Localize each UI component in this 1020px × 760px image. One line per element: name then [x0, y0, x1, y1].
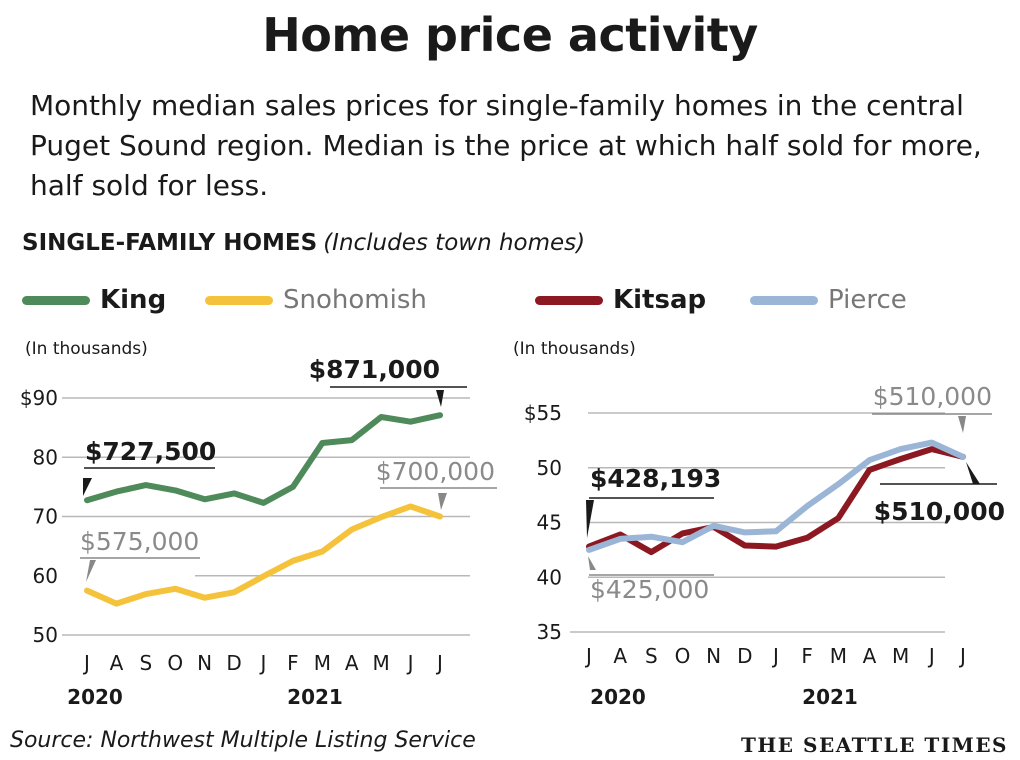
y-tick-label: 40 — [537, 565, 562, 589]
x-tick-label: A — [613, 644, 627, 668]
legend-item-snohomish: Snohomish — [205, 283, 427, 317]
annotation-pointer — [86, 560, 96, 582]
legend-swatch-snohomish — [205, 295, 273, 305]
legend-item-king: King — [22, 283, 166, 317]
x-tick-label: A — [345, 651, 359, 675]
annotation-label: $575,000 — [80, 527, 199, 556]
x-tick-label: J — [927, 644, 935, 668]
annotation-label: $700,000 — [376, 457, 495, 486]
series-line-pierce — [586, 439, 966, 553]
legend-label-pierce: Pierce — [828, 285, 907, 315]
annotation-pointer — [958, 416, 966, 433]
x-tick-label: J — [82, 651, 90, 675]
legend-swatch-kitsap — [535, 295, 603, 305]
year-label: 2021 — [287, 685, 343, 709]
annotation-label: $727,500 — [85, 437, 216, 466]
x-tick-label: S — [645, 644, 658, 668]
x-tick-label: J — [584, 644, 592, 668]
y-tick-label: $90 — [20, 386, 58, 410]
x-tick-label: O — [167, 651, 183, 675]
section-heading-text: SINGLE-FAMILY HOMES — [22, 230, 318, 256]
legend-item-kitsap: Kitsap — [535, 283, 706, 317]
y-tick-label: 50 — [33, 623, 58, 647]
section-heading: SINGLE-FAMILY HOMES (Includes town homes) — [22, 230, 585, 256]
chart-subtitle: Monthly median sales prices for single-f… — [30, 89, 982, 202]
series-line-snohomish — [84, 503, 443, 607]
x-tick-label: N — [706, 644, 721, 668]
chart-title: Home price activity — [262, 8, 758, 62]
x-tick-label: M — [314, 651, 331, 675]
x-tick-label: D — [226, 651, 241, 675]
y-tick-label: 80 — [33, 445, 58, 469]
x-tick-label: O — [675, 644, 691, 668]
y-tick-label: 35 — [537, 620, 562, 644]
series-line-kitsap — [586, 446, 966, 556]
y-tick-label: 45 — [537, 511, 562, 535]
x-tick-label: A — [863, 644, 877, 668]
year-label: 2021 — [802, 685, 858, 709]
x-tick-label: M — [373, 651, 390, 675]
annotation-pointer — [588, 556, 596, 570]
x-tick-label: M — [830, 644, 847, 668]
annotation-label: $510,000 — [874, 497, 1005, 526]
annotation-label: $425,000 — [590, 575, 709, 604]
x-tick-label: J — [259, 651, 267, 675]
annotation-pointer — [966, 462, 980, 484]
y-tick-label: 60 — [33, 564, 58, 588]
annotation-pointer — [438, 493, 447, 510]
annotation-pointer — [83, 478, 92, 496]
source-note: Source: Northwest Multiple Listing Servi… — [10, 728, 476, 753]
x-tick-label: F — [801, 644, 813, 668]
x-tick-label: M — [892, 644, 909, 668]
legend-swatch-pierce — [750, 295, 818, 305]
section-note: (Includes town homes) — [323, 230, 586, 256]
y-tick-label: $55 — [524, 401, 562, 425]
x-tick-label: F — [287, 651, 299, 675]
x-tick-label: J — [771, 644, 779, 668]
legend-label-king: King — [100, 285, 167, 315]
x-tick-label: N — [197, 651, 212, 675]
annotation-pointer — [586, 500, 594, 538]
year-label: 2020 — [590, 685, 646, 709]
unit-label: (In thousands) — [25, 339, 148, 359]
annotation-label: $428,193 — [590, 464, 721, 493]
unit-label: (In thousands) — [513, 339, 636, 359]
x-tick-label: A — [110, 651, 124, 675]
x-tick-label: J — [435, 651, 443, 675]
series-line-king — [84, 412, 443, 506]
y-tick-label: 70 — [33, 505, 58, 529]
annotation-label: $871,000 — [309, 355, 440, 384]
y-tick-label: 50 — [537, 456, 562, 480]
x-tick-label: S — [139, 651, 152, 675]
x-tick-label: D — [737, 644, 752, 668]
legend-label-kitsap: Kitsap — [613, 285, 707, 315]
year-label: 2020 — [67, 685, 123, 709]
publisher-logo: THE SEATTLE TIMES — [741, 733, 1008, 757]
legend-item-pierce: Pierce — [750, 283, 907, 317]
annotation-pointer — [436, 390, 444, 407]
legend-label-snohomish: Snohomish — [283, 285, 427, 315]
x-tick-label: J — [958, 644, 966, 668]
annotation-label: $510,000 — [873, 382, 992, 411]
legend-swatch-king — [22, 295, 90, 305]
x-tick-label: J — [406, 651, 414, 675]
